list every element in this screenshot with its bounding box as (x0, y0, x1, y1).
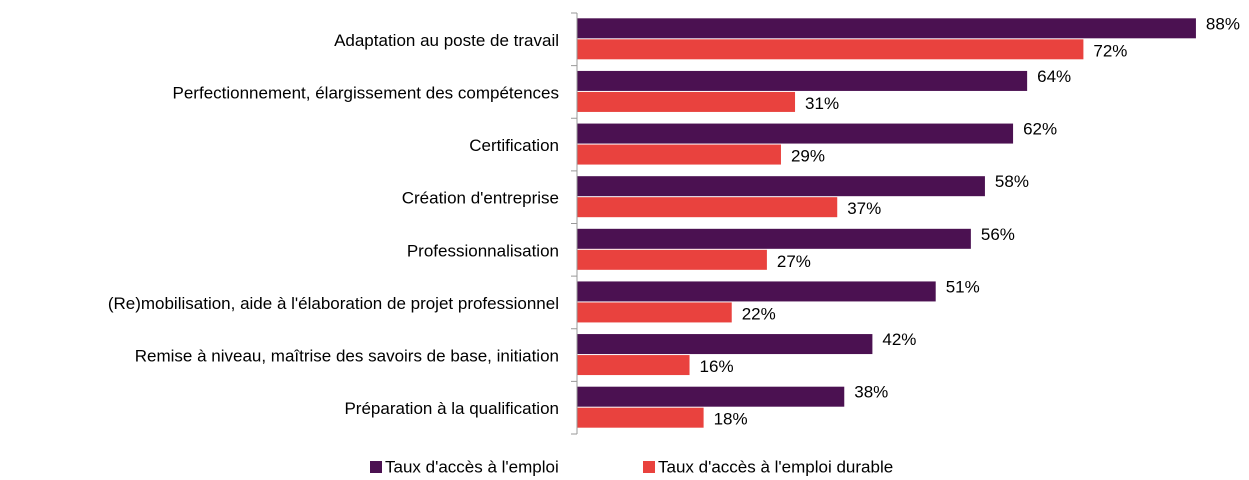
bar (577, 70, 1028, 91)
value-label: 58% (995, 172, 1029, 191)
value-label: 22% (742, 304, 776, 323)
bar (577, 407, 704, 428)
value-label: 62% (1023, 120, 1057, 139)
bar (577, 386, 845, 407)
bar (577, 123, 1014, 144)
value-label: 42% (882, 330, 916, 349)
bar (577, 176, 985, 197)
bar (577, 39, 1084, 60)
value-label: 38% (854, 383, 888, 402)
bar (577, 91, 796, 112)
value-label: 51% (946, 277, 980, 296)
bar (577, 302, 732, 323)
legend-label: Taux d'accès à l'emploi (385, 457, 559, 476)
bar (577, 249, 767, 270)
bar (577, 355, 690, 376)
bar (577, 228, 971, 249)
bar (577, 197, 838, 218)
legend-label: Taux d'accès à l'emploi durable (658, 457, 893, 476)
bar (577, 281, 936, 302)
value-label: 88% (1206, 14, 1240, 33)
value-label: 16% (700, 357, 734, 376)
category-label: Professionnalisation (407, 241, 559, 260)
category-label: Certification (469, 136, 559, 155)
category-label: Création d'entreprise (402, 189, 559, 208)
legend-swatch (643, 461, 655, 473)
bar (577, 144, 781, 165)
value-label: 29% (791, 147, 825, 166)
value-label: 31% (805, 94, 839, 113)
bar (577, 18, 1196, 39)
legend-swatch (370, 461, 382, 473)
category-label: Perfectionnement, élargissement des comp… (173, 83, 559, 102)
value-label: 56% (981, 225, 1015, 244)
category-label: Préparation à la qualification (344, 399, 559, 418)
value-label: 37% (847, 199, 881, 218)
category-label: Remise à niveau, maîtrise des savoirs de… (135, 347, 559, 366)
category-label: Adaptation au poste de travail (334, 31, 559, 50)
value-label: 64% (1037, 67, 1071, 86)
category-label: (Re)mobilisation, aide à l'élaboration d… (108, 294, 559, 313)
value-label: 18% (714, 410, 748, 429)
value-label: 27% (777, 252, 811, 271)
bar (577, 334, 873, 355)
value-label: 72% (1093, 41, 1127, 60)
